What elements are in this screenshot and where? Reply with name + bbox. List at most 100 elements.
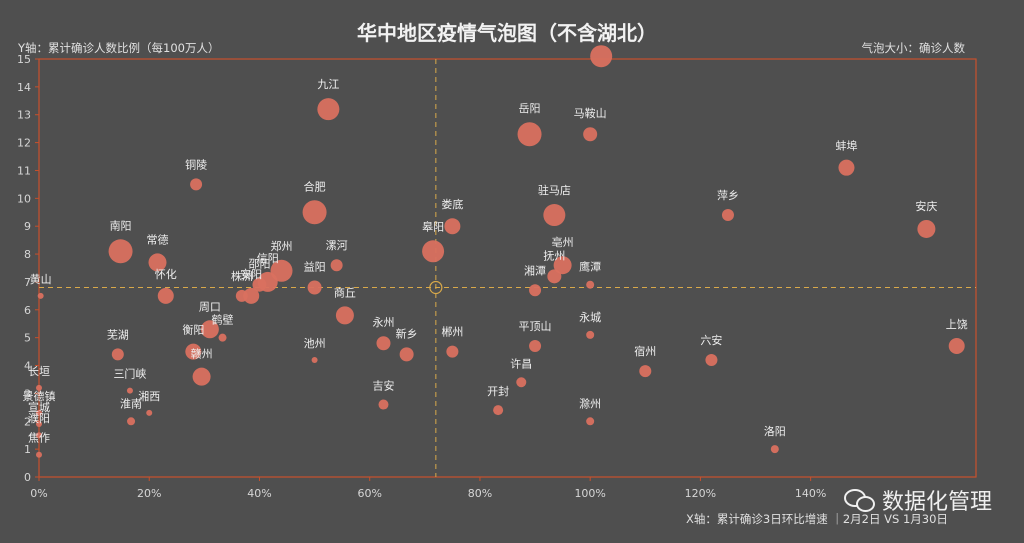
x-tick-label: 20% bbox=[137, 487, 161, 500]
bubble-label: 焦作 bbox=[28, 432, 50, 445]
bubble-label: 南阳 bbox=[110, 219, 132, 232]
bubble bbox=[36, 451, 42, 458]
bubble bbox=[252, 277, 267, 292]
bubble bbox=[36, 409, 42, 416]
x-tick-label: 140% bbox=[795, 487, 826, 500]
bubble-label: 宣城 bbox=[28, 400, 50, 414]
bubble bbox=[444, 218, 461, 235]
size-legend-note: 气泡大小：确诊人数 bbox=[862, 41, 966, 55]
bubble bbox=[770, 445, 779, 454]
reference-lines bbox=[39, 59, 976, 477]
bubble bbox=[586, 280, 595, 289]
bubble bbox=[127, 417, 136, 426]
bubble-label: 衡阳 bbox=[182, 324, 204, 337]
bubble bbox=[192, 367, 211, 386]
bubble-label: 益阳 bbox=[304, 260, 326, 274]
y-tick-label: 15 bbox=[17, 53, 31, 66]
bubble-label: 邵阳 bbox=[248, 258, 270, 271]
bubble bbox=[185, 343, 202, 360]
bubble-label: 蚌埠 bbox=[835, 139, 857, 153]
bubble-label: 平顶山 bbox=[519, 320, 552, 333]
bubble bbox=[126, 387, 133, 394]
y-tick-label: 9 bbox=[24, 220, 31, 233]
bubble-label: 郴州 bbox=[441, 325, 463, 339]
bubble bbox=[529, 340, 542, 353]
watermark: 数据化管理 bbox=[843, 484, 992, 516]
bubble-label: 永州 bbox=[372, 315, 394, 329]
bubble-label: 怀化 bbox=[155, 267, 177, 281]
bubble bbox=[376, 336, 391, 351]
y-tick-label: 3 bbox=[24, 387, 31, 400]
bubble-label: 三门峡 bbox=[113, 367, 146, 381]
y-tick-label: 14 bbox=[17, 81, 31, 94]
bubble bbox=[148, 253, 167, 272]
bubble-label: 鹰潭 bbox=[579, 260, 601, 274]
bubble bbox=[516, 377, 527, 388]
y-tick-label: 12 bbox=[17, 137, 31, 150]
bubble-label: 上饶 bbox=[946, 318, 968, 331]
bubble bbox=[493, 405, 504, 416]
bubble bbox=[586, 417, 595, 426]
bubble-label: 抚州 bbox=[543, 248, 565, 262]
x-axis-ticks: 0% 20% 40% 60% 80% 100% 120% 140% bbox=[30, 477, 826, 500]
bubble-label: 芜湖 bbox=[107, 327, 129, 341]
bubble-label: 马鞍山 bbox=[574, 106, 607, 120]
bubble-label: 开封 bbox=[487, 384, 509, 398]
bubble bbox=[243, 287, 260, 304]
x-tick-label: 0% bbox=[30, 487, 47, 500]
bubble-label: 皋阳 bbox=[422, 219, 444, 233]
bubble-label: 萍乡 bbox=[717, 189, 739, 202]
watermark-text: 数据化管理 bbox=[881, 490, 992, 515]
bubble-label: 娄底 bbox=[441, 197, 463, 211]
y-tick-label: 6 bbox=[24, 304, 31, 317]
bubble-label: 株洲 bbox=[231, 269, 253, 283]
bubble bbox=[583, 127, 598, 142]
y-tick-label: 0 bbox=[24, 471, 31, 484]
bubble bbox=[311, 356, 318, 363]
bubble bbox=[517, 122, 542, 147]
bubble-label: 永城 bbox=[579, 310, 601, 324]
y-tick-label: 11 bbox=[17, 164, 31, 177]
bubble-label: 合肥 bbox=[304, 179, 326, 193]
bubble bbox=[146, 409, 153, 416]
bubble bbox=[529, 284, 542, 297]
bubble-label: 池州 bbox=[304, 337, 326, 350]
bubble-label: 商丘 bbox=[334, 285, 356, 299]
y-tick-label: 5 bbox=[24, 332, 31, 345]
bubble-label: 亳州 bbox=[552, 235, 574, 249]
bubble bbox=[917, 219, 936, 238]
bubble bbox=[838, 159, 855, 176]
bubble-label: 九江 bbox=[317, 78, 339, 91]
bubble bbox=[270, 259, 293, 282]
bubble bbox=[36, 432, 42, 439]
bubble bbox=[190, 178, 203, 191]
bubble-label: 赣州 bbox=[191, 347, 213, 361]
bubble-label: 黄山 bbox=[30, 272, 52, 286]
bubble-label: 许昌 bbox=[510, 357, 532, 370]
y-axis-label: Y轴：累计确诊人数比例（每100万人） bbox=[17, 41, 219, 55]
bubble bbox=[218, 333, 227, 342]
wechat-icon bbox=[843, 489, 875, 512]
bubble bbox=[37, 292, 44, 299]
bubble bbox=[36, 421, 42, 428]
y-tick-label: 13 bbox=[17, 109, 31, 122]
bubble bbox=[36, 384, 42, 391]
reference-crosshair bbox=[429, 280, 443, 295]
bubble bbox=[200, 320, 219, 339]
x-tick-label: 100% bbox=[574, 487, 605, 500]
bubble bbox=[446, 345, 459, 358]
bubble bbox=[335, 306, 354, 325]
bubble-series bbox=[36, 45, 965, 458]
bubble bbox=[399, 347, 414, 362]
x-tick-label: 80% bbox=[468, 487, 492, 500]
bubble bbox=[705, 353, 718, 366]
bubble bbox=[721, 209, 734, 222]
y-tick-label: 4 bbox=[24, 360, 31, 373]
bubble-label: 洛阳 bbox=[764, 424, 786, 438]
bubble-label: 安阳 bbox=[240, 267, 262, 281]
bubble bbox=[422, 240, 445, 263]
bubble-label: 郑州 bbox=[271, 239, 293, 253]
